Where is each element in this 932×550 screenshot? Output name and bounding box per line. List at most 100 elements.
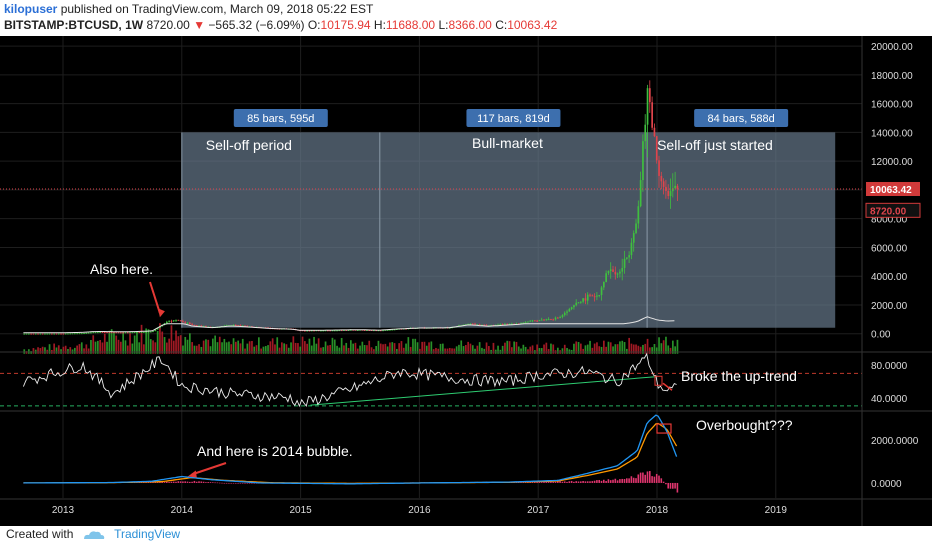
symbol-name[interactable]: BITSTAMP:BTCUSD, 1W [4, 18, 144, 32]
publish-info: kilopuser published on TradingView.com, … [4, 2, 373, 16]
macd-hist-bar [191, 481, 193, 483]
candle-body [313, 330, 315, 332]
volume-bar [276, 337, 279, 354]
macd-hist-bar [168, 482, 170, 483]
volume-bar [538, 348, 541, 354]
volume-bar [177, 336, 180, 354]
volume-bar [246, 343, 249, 354]
macd-hist-bar [637, 474, 640, 483]
volume-bar [285, 344, 288, 354]
time-tick-label: 2018 [646, 505, 669, 516]
macd-hist-bar [600, 480, 603, 483]
candle-body [612, 269, 614, 272]
tradingview-link[interactable]: TradingView [114, 527, 181, 541]
range-box [647, 132, 836, 328]
candle-body [237, 325, 239, 327]
volume-bar [517, 346, 520, 354]
volume-bar [462, 346, 465, 354]
candle-body [389, 329, 391, 331]
volume-bar [370, 347, 373, 354]
volume-bar [156, 331, 159, 354]
volume-bar [172, 340, 175, 354]
volume-bar [471, 345, 474, 354]
range-boxes [181, 132, 836, 328]
volume-bar [430, 341, 433, 354]
volume-bar [159, 323, 161, 354]
author-link[interactable]: kilopuser [4, 2, 58, 16]
candle-body [593, 296, 596, 298]
volume-bar [294, 342, 297, 354]
candle-body [115, 332, 118, 334]
volume-bar [333, 339, 336, 354]
volume-bar [366, 345, 368, 354]
volume-bar [225, 342, 228, 354]
volume-bar [283, 343, 285, 354]
volume-bar [85, 344, 88, 354]
candle-body [246, 325, 249, 327]
annotation-text: And here is 2014 bubble. [197, 443, 353, 459]
volume-bar [37, 347, 39, 354]
candle-body [138, 332, 141, 334]
volume-bar [396, 348, 398, 354]
volume-bar [345, 342, 348, 354]
volume-bar [377, 340, 380, 354]
time-tick-label: 2017 [527, 505, 550, 516]
macd-hist-bar [649, 471, 651, 483]
volume-bar [672, 340, 674, 354]
candle-body [667, 190, 670, 196]
macd-hist-bar [166, 481, 168, 483]
volume-bar [623, 342, 626, 354]
candle-body [660, 175, 663, 182]
candle-body [32, 333, 35, 335]
candle-body [508, 323, 511, 325]
volume-bar [586, 344, 589, 354]
volume-bar [94, 341, 97, 354]
macd-hist-bar [593, 480, 596, 483]
candle-body [363, 329, 366, 331]
volume-bar [39, 348, 42, 354]
candle-body [600, 287, 603, 295]
volume-bar [593, 343, 596, 354]
volume-bar [393, 343, 396, 354]
volume-bar [317, 338, 320, 354]
volume-bar [129, 333, 131, 354]
volume-bar [212, 338, 214, 354]
volume-bar [271, 338, 274, 354]
candle-body [580, 301, 582, 303]
macd-hist-bar [195, 481, 198, 483]
volume-bar [320, 347, 322, 354]
candle-body [384, 329, 387, 331]
candle-body [534, 320, 536, 322]
volume-bar [248, 341, 251, 354]
volume-bar [425, 345, 428, 354]
volume-bar [368, 340, 371, 354]
volume-bar [439, 343, 442, 354]
volume-bar [170, 325, 173, 354]
close-value: 10063.42 [507, 18, 558, 32]
rsi-trendline [310, 376, 658, 406]
candle-body [630, 242, 633, 256]
volume-bar [632, 344, 635, 354]
candle-body [343, 329, 345, 331]
macd-hist-bar [207, 482, 209, 483]
candle-body [591, 295, 594, 297]
candle-body [559, 316, 561, 319]
macd-hist-bar [598, 479, 600, 483]
candle-body [327, 330, 329, 332]
macd-hist-bar [584, 481, 587, 483]
macd-hist-bar [580, 481, 582, 483]
volume-bar [437, 348, 440, 354]
candle-body [584, 298, 587, 301]
price-chart[interactable]: 20000.00 18000.00 16000.00 14000.00 12000.00… [0, 36, 932, 526]
macd-hist-bar [626, 478, 628, 483]
macd-hist-bar [186, 481, 189, 483]
rsi-tick-label: 80.0000 [871, 361, 908, 372]
candle-body [30, 333, 32, 335]
candle-body [637, 206, 640, 224]
volume-bar [485, 342, 488, 354]
annotation-arrow [191, 462, 227, 476]
volume-bar [524, 346, 527, 354]
volume-bar [140, 324, 143, 354]
candle-body [356, 329, 359, 331]
volume-bar [389, 342, 391, 354]
